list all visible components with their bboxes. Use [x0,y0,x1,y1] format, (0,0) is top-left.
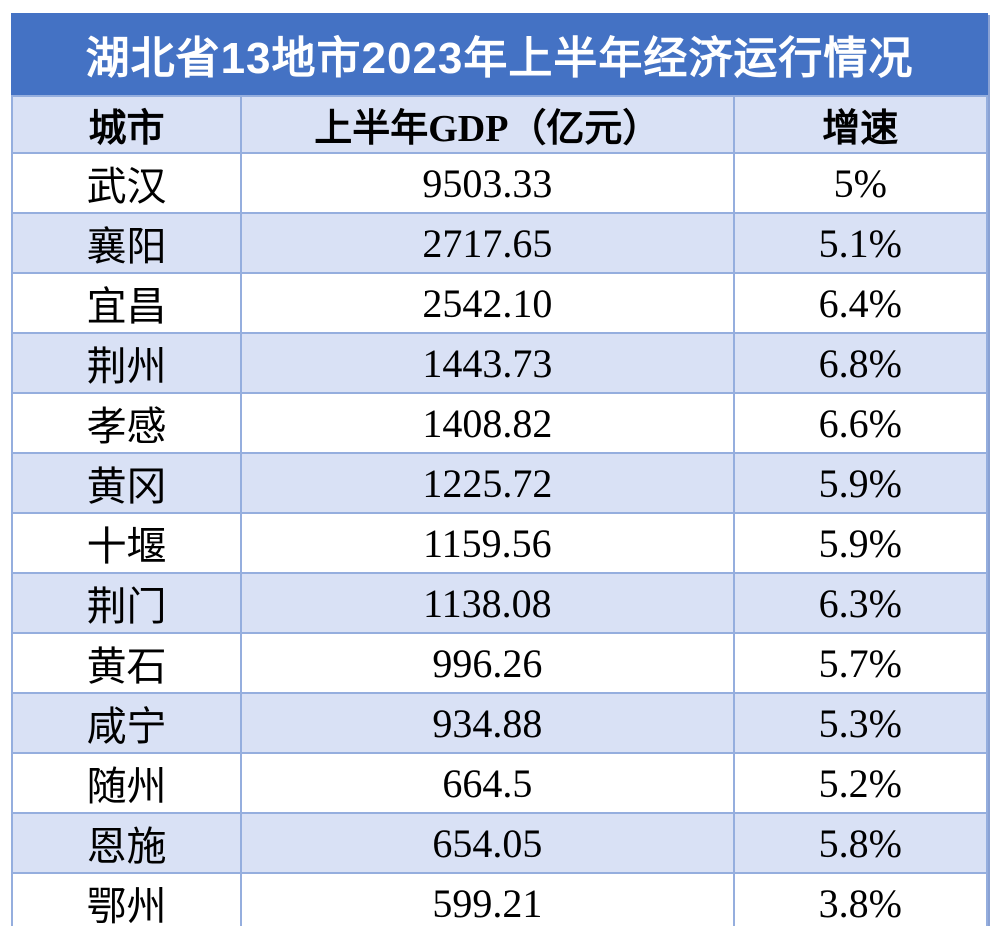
data-table: 城市 上半年GDP（亿元） 增速 武汉 9503.33 5% 襄阳 2717.65 5.1… [10,95,988,926]
gdp-cell: 654.05 [240,812,735,874]
gdp-cell: 996.26 [240,632,735,694]
growth-cell: 6.6% [732,392,988,454]
table-row: 黄石 996.26 5.7% [10,632,988,694]
city-cell: 荆门 [10,572,243,634]
growth-cell: 5% [732,152,988,214]
table-row: 恩施 654.05 5.8% [10,812,988,874]
table-row: 十堰 1159.56 5.9% [10,512,988,574]
table-body: 武汉 9503.33 5% 襄阳 2717.65 5.1% 宜昌 2542.10 6.4% 荆州 1… [10,152,988,926]
table-row: 荆门 1138.08 6.3% [10,572,988,634]
city-cell: 鄂州 [10,872,243,926]
column-header-city: 城市 [10,95,243,154]
city-cell: 襄阳 [10,212,243,274]
growth-cell: 6.3% [732,572,988,634]
growth-cell: 5.9% [732,452,988,514]
city-cell: 孝感 [10,392,243,454]
table-row: 宜昌 2542.10 6.4% [10,272,988,334]
growth-cell: 3.8% [732,872,988,926]
city-cell: 荆州 [10,332,243,394]
city-cell: 十堰 [10,512,243,574]
economic-table-container: 湖北省13地市2023年上半年经济运行情况 城市 上半年GDP（亿元） 增速 武… [10,13,988,926]
growth-cell: 5.1% [732,212,988,274]
gdp-cell: 1159.56 [240,512,735,574]
city-cell: 宜昌 [10,272,243,334]
city-cell: 黄冈 [10,452,243,514]
city-cell: 随州 [10,752,243,814]
city-cell: 恩施 [10,812,243,874]
growth-cell: 5.3% [732,692,988,754]
table-row: 黄冈 1225.72 5.9% [10,452,988,514]
gdp-cell: 664.5 [240,752,735,814]
table-row: 襄阳 2717.65 5.1% [10,212,988,274]
growth-cell: 5.2% [732,752,988,814]
growth-cell: 5.9% [732,512,988,574]
growth-cell: 5.7% [732,632,988,694]
gdp-cell: 934.88 [240,692,735,754]
city-cell: 武汉 [10,152,243,214]
table-row: 荆州 1443.73 6.8% [10,332,988,394]
growth-cell: 5.8% [732,812,988,874]
gdp-cell: 2542.10 [240,272,735,334]
table-row: 随州 664.5 5.2% [10,752,988,814]
table-title: 湖北省13地市2023年上半年经济运行情况 [11,13,988,95]
column-header-gdp: 上半年GDP（亿元） [240,95,735,154]
table-row: 鄂州 599.21 3.8% [10,872,988,926]
table-row: 孝感 1408.82 6.6% [10,392,988,454]
growth-cell: 6.4% [732,272,988,334]
gdp-cell: 2717.65 [240,212,735,274]
city-cell: 咸宁 [10,692,243,754]
gdp-cell: 1225.72 [240,452,735,514]
header-row: 城市 上半年GDP（亿元） 增速 [10,95,988,154]
city-cell: 黄石 [10,632,243,694]
gdp-cell: 1138.08 [240,572,735,634]
gdp-cell: 9503.33 [240,152,735,214]
table-row: 咸宁 934.88 5.3% [10,692,988,754]
gdp-cell: 1443.73 [240,332,735,394]
gdp-cell: 599.21 [240,872,735,926]
growth-cell: 6.8% [732,332,988,394]
table-row: 武汉 9503.33 5% [10,152,988,214]
gdp-cell: 1408.82 [240,392,735,454]
column-header-growth: 增速 [732,95,988,154]
